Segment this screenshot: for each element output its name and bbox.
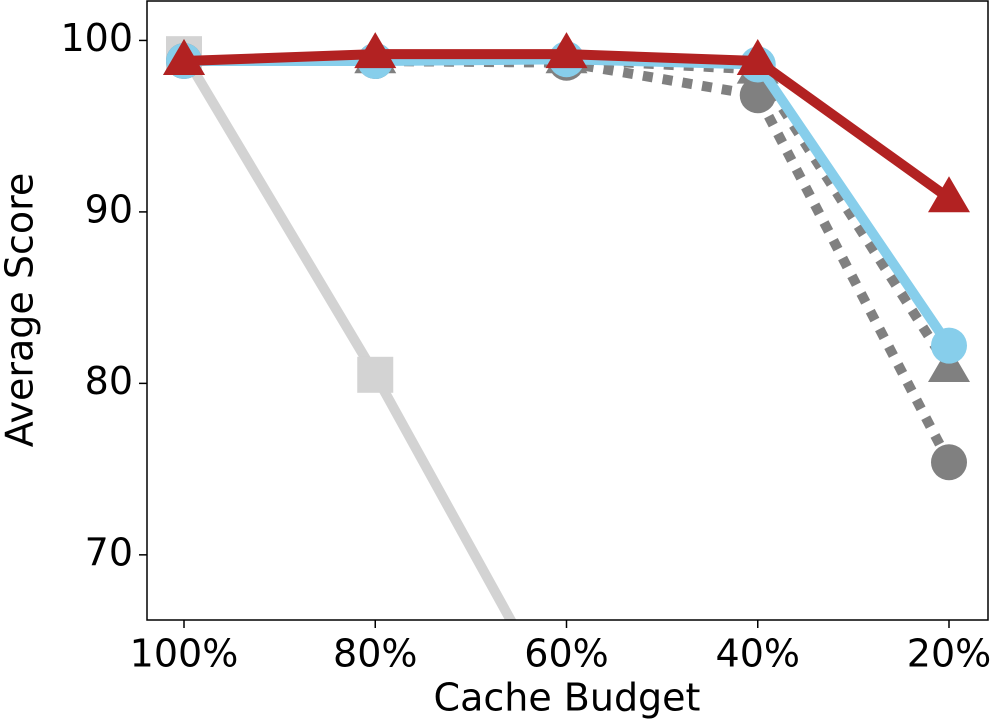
- series-line: [184, 54, 954, 349]
- x-axis-label: Cache Budget: [434, 676, 701, 720]
- x-tick-label: 20%: [907, 632, 991, 676]
- x-tick-label: 80%: [333, 632, 417, 676]
- point: [357, 356, 394, 393]
- y-axis-label: Average Score: [0, 173, 42, 448]
- point: [928, 345, 970, 382]
- point: [931, 444, 967, 481]
- y-tick-label: 80: [85, 359, 133, 403]
- plot-area: [163, 32, 970, 620]
- point: [736, 39, 779, 76]
- point: [354, 32, 397, 69]
- point: [163, 39, 205, 76]
- x-tick-label: 40%: [716, 632, 800, 676]
- plot-frame: [146, 0, 989, 621]
- point: [928, 176, 970, 213]
- y-tick-label: 70: [85, 530, 133, 574]
- point: [545, 32, 588, 69]
- y-tick-label: 100: [60, 16, 133, 60]
- point: [931, 327, 967, 364]
- x-tick-label: 60%: [524, 632, 608, 676]
- series-line: [183, 54, 954, 371]
- y-tick-label: 90: [85, 187, 133, 231]
- x-tick-label: 100%: [130, 632, 239, 676]
